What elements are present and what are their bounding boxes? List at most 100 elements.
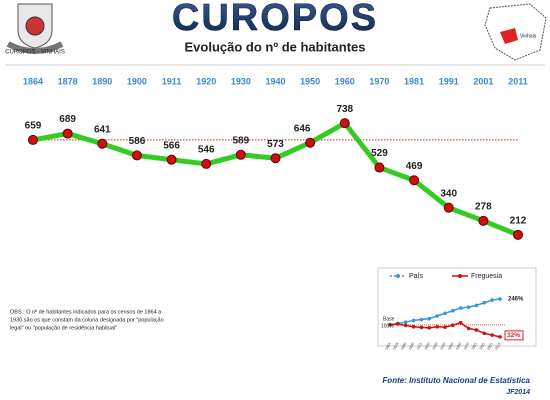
- data-label: 278: [475, 201, 492, 212]
- data-label: 586: [129, 136, 146, 147]
- note-line: OBS.: O nº de habitantes indicados para …: [10, 308, 162, 315]
- credit: JF2014: [506, 389, 530, 396]
- point: [427, 316, 432, 321]
- data-label: 340: [440, 188, 457, 199]
- x-tick-label: 1911: [162, 76, 182, 86]
- point: [458, 320, 463, 325]
- point: [374, 162, 385, 173]
- data-label: 529: [371, 148, 388, 159]
- x-tick-label: 1991: [439, 76, 459, 86]
- point: [419, 325, 424, 330]
- point: [478, 215, 489, 226]
- inset-x-tick-label: 1970: [463, 342, 470, 351]
- inset-x-tick-label: 2011: [494, 342, 501, 351]
- point: [490, 298, 494, 302]
- data-label: 546: [198, 145, 215, 156]
- x-tick-label: 1950: [300, 76, 320, 86]
- inset-x-tick-label: 1864: [384, 342, 391, 351]
- data-label: 589: [233, 135, 250, 146]
- x-tick-label: 1940: [265, 76, 285, 86]
- inset-x-tick-label: 1991: [479, 342, 486, 351]
- note-line: 1930 são os que constam da coluna design…: [10, 317, 164, 323]
- x-tick-label: 1930: [231, 76, 251, 86]
- crest: [6, 3, 64, 54]
- point: [97, 138, 108, 149]
- inset-x-tick-label: 1960: [455, 342, 462, 351]
- legend-label: Freguesia: [471, 273, 502, 280]
- legend-marker: [396, 274, 400, 278]
- x-tick-label: 1878: [58, 76, 78, 86]
- point: [466, 326, 471, 331]
- inset-x-tick-label: 2001: [486, 342, 493, 351]
- data-label: 646: [294, 123, 311, 134]
- source: Fonte: Instituto Nacional de Estatística: [382, 376, 530, 385]
- point: [498, 297, 502, 301]
- point: [28, 134, 38, 145]
- point: [443, 311, 447, 316]
- data-label: 566: [163, 140, 180, 151]
- end-label: 246%: [508, 297, 524, 303]
- base-value-label: 100%: [381, 323, 394, 329]
- point: [451, 323, 455, 328]
- point: [451, 308, 455, 313]
- point: [443, 325, 447, 329]
- point: [235, 149, 246, 160]
- point: [411, 324, 416, 329]
- inset-x-tick-label: 1930: [431, 342, 438, 351]
- point: [403, 323, 408, 328]
- base-label: Base: [383, 316, 395, 322]
- page-title: CUROPOS: [172, 0, 378, 39]
- point: [458, 306, 463, 310]
- end-label: 32%: [507, 332, 520, 339]
- data-label: 212: [510, 215, 527, 226]
- point: [435, 324, 439, 329]
- data-label: 689: [59, 114, 76, 125]
- point: [474, 303, 479, 308]
- x-tick-label: 2001: [473, 76, 493, 86]
- data-label: 469: [406, 161, 423, 172]
- inset-x-tick-label: 1878: [392, 342, 399, 351]
- x-tick-label: 2011: [508, 76, 528, 86]
- point: [339, 118, 350, 129]
- legend-marker: [458, 274, 462, 278]
- point: [427, 326, 432, 330]
- point: [396, 322, 400, 326]
- x-tick-label: 1900: [127, 76, 147, 86]
- point: [443, 202, 454, 213]
- x-tick-label: 1981: [404, 76, 424, 86]
- point: [409, 175, 420, 186]
- point: [305, 137, 316, 148]
- point: [62, 128, 73, 139]
- point: [482, 300, 487, 305]
- inset-x-tick-label: 1920: [424, 342, 431, 351]
- note-line: legal" ou "população de residência habit…: [10, 325, 117, 331]
- point: [466, 305, 471, 309]
- point: [419, 317, 424, 322]
- map: [484, 3, 547, 61]
- inset-x-tick-label: 1940: [439, 342, 446, 351]
- inset-x-tick-label: 1890: [400, 342, 407, 351]
- chart-title: Evolução do nº de habitantes: [185, 39, 366, 54]
- inset-x-tick-label: 1950: [447, 342, 454, 351]
- x-tick-label: 1920: [196, 76, 216, 86]
- point: [388, 323, 392, 327]
- point: [201, 158, 212, 169]
- point: [490, 333, 494, 337]
- data-label: 641: [94, 124, 111, 135]
- data-label: 573: [267, 139, 284, 150]
- point: [474, 328, 479, 332]
- map-highlight: [500, 28, 518, 44]
- point: [411, 318, 416, 323]
- inset-x-tick-label: 1900: [408, 342, 415, 351]
- point: [270, 153, 281, 164]
- map-label: Vinhais: [520, 33, 537, 39]
- point: [498, 335, 502, 339]
- point: [166, 154, 177, 165]
- data-label: 738: [336, 104, 353, 115]
- point: [513, 229, 523, 240]
- legend-label: País: [409, 273, 424, 280]
- x-tick-label: 1970: [369, 76, 389, 86]
- end-label-box: [504, 330, 524, 341]
- x-tick-label: 1890: [92, 76, 112, 86]
